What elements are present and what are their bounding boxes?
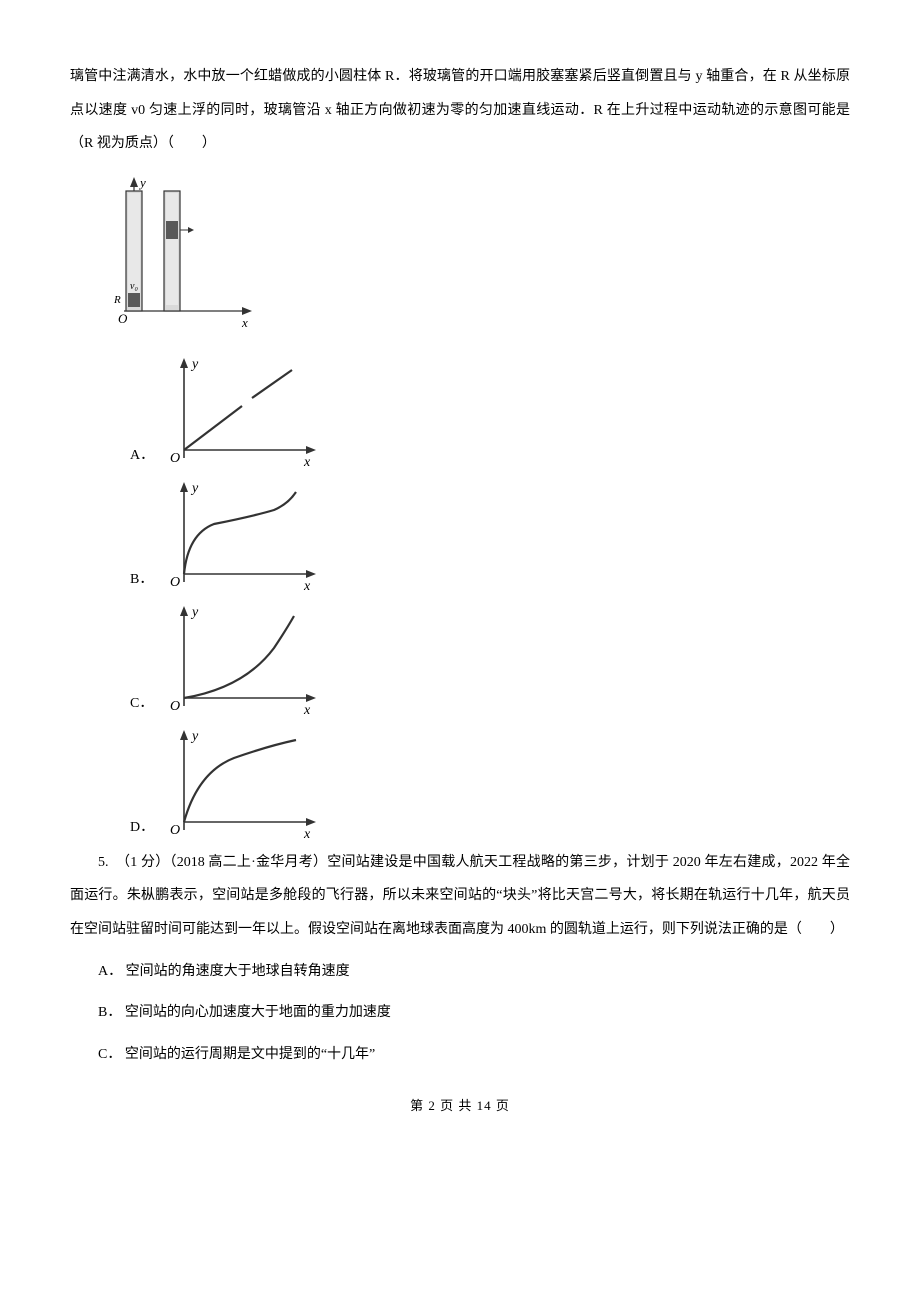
svg-text:y: y [190,605,199,620]
svg-text:O: O [170,575,180,590]
q4-graph-a: y x O [164,350,324,470]
axis-y-label: y [138,175,146,190]
q4-option-d: D． y x O [130,722,850,842]
origin-label: O [118,311,128,326]
q4-option-b: B． y x O [130,474,850,594]
svg-text:y: y [190,729,199,744]
axis-x-label: x [241,315,248,330]
q4-graph-d: y x O [164,722,324,842]
r-label: R [113,294,121,306]
q4-option-a: A． y x O [130,350,850,470]
page-root: 璃管中注满清水，水中放一个红蜡做成的小圆柱体 R．将玻璃管的开口端用胶塞塞紧后竖… [0,0,920,1154]
q4-setup-diagram: y x O v₀ R [110,173,850,338]
v0-label: v₀ [130,281,138,292]
q4-option-c: C． y x O [130,598,850,718]
svg-text:x: x [303,703,311,718]
q5-option-c: C． 空间站的运行周期是文中提到的“十几年” [70,1038,850,1072]
svg-text:O: O [170,699,180,714]
q4-graph-b: y x O [164,474,324,594]
q5-option-a: A． 空间站的角速度大于地球自转角速度 [70,955,850,989]
q4-graph-c: y x O [164,598,324,718]
svg-text:x: x [303,455,311,470]
svg-text:y: y [190,357,199,372]
svg-text:x: x [303,827,311,842]
q5-stem: 5. （1 分）（2018 高二上·金华月考）空间站建设是中国载人航天工程战略的… [70,846,850,947]
svg-text:O: O [170,823,180,838]
svg-text:x: x [303,579,311,594]
svg-text:O: O [170,451,180,466]
svg-text:y: y [190,481,199,496]
option-label-a: A． [130,444,158,470]
q5-option-b: B． 空间站的向心加速度大于地面的重力加速度 [70,996,850,1030]
option-label-b: B． [130,568,158,594]
page-footer: 第 2 页 共 14 页 [70,1095,850,1114]
option-label-c: C． [130,692,158,718]
q4-stem: 璃管中注满清水，水中放一个红蜡做成的小圆柱体 R．将玻璃管的开口端用胶塞塞紧后竖… [70,60,850,161]
option-label-d: D． [130,816,158,842]
